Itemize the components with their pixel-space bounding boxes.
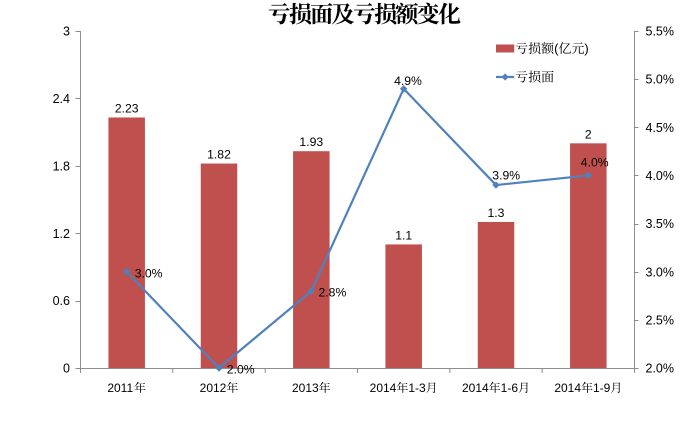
svg-text:2.5%: 2.5% [646,314,675,328]
svg-text:4.9%: 4.9% [394,74,422,88]
svg-text:2.23: 2.23 [115,102,139,116]
svg-text:5.5%: 5.5% [646,25,675,39]
svg-text:3.0%: 3.0% [646,265,675,279]
svg-text:1.93: 1.93 [299,135,323,149]
svg-text:4.0%: 4.0% [646,169,675,183]
svg-text:3.0%: 3.0% [135,266,163,280]
svg-text:(: ( [554,41,559,56]
svg-text:2014: 2014 [554,381,581,395]
svg-text:1.82: 1.82 [207,148,231,162]
svg-text:2014: 2014 [370,381,397,395]
svg-text:3.5%: 3.5% [646,217,675,231]
svg-text:4.5%: 4.5% [646,121,675,135]
svg-text:5.0%: 5.0% [646,73,675,87]
svg-text:2013: 2013 [292,381,319,395]
svg-text:1.8: 1.8 [53,159,70,173]
svg-text:2011: 2011 [107,381,133,395]
svg-text:1.2: 1.2 [53,227,70,241]
svg-text:2.8%: 2.8% [319,286,347,300]
svg-text:): ) [584,41,588,56]
svg-text:1-9: 1-9 [593,381,611,395]
svg-text:2012: 2012 [200,381,227,395]
svg-text:1.1: 1.1 [395,228,412,242]
svg-text:1-3: 1-3 [408,381,426,395]
svg-text:2014: 2014 [462,381,489,395]
svg-text:4.0%: 4.0% [581,156,609,170]
svg-text:1-6: 1-6 [501,381,519,395]
svg-text:1.3: 1.3 [488,206,505,220]
svg-text:2: 2 [585,127,592,141]
svg-text:2.4: 2.4 [53,92,70,106]
svg-text:3: 3 [63,25,70,39]
svg-text:2.0%: 2.0% [227,362,255,376]
svg-text:3.9%: 3.9% [492,169,520,183]
svg-text:0.6: 0.6 [53,294,70,308]
svg-text:0: 0 [63,362,70,376]
svg-text:2.0%: 2.0% [646,362,675,376]
